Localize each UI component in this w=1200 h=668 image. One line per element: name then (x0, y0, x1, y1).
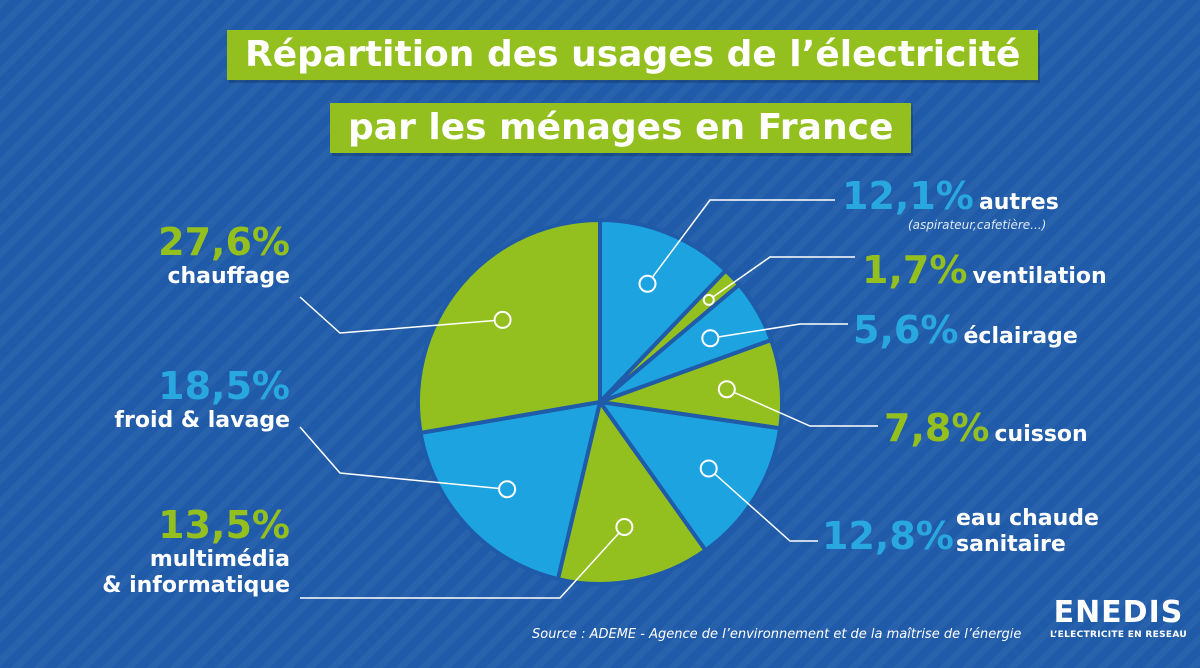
chart-title-line-1: Répartition des usages de l’électricité (227, 30, 1039, 80)
enedis-logo: ENEDIS L’ELECTRICITE EN RESEAU (1050, 598, 1187, 642)
slice-marker-chauffage (493, 310, 512, 329)
name-ventilation: ventilation (972, 264, 1107, 289)
pct-cuisson: 7,8% (884, 406, 990, 450)
pct-ventilation: 1,7% (862, 248, 968, 292)
slice-marker-multimedia (615, 518, 634, 536)
pie-slice-chauffage (416, 218, 602, 435)
slice-marker-autres (638, 274, 657, 293)
source-note: Source : ADEME - Agence de l’environneme… (532, 627, 1022, 642)
name-multimedia-line2: & informatique (102, 573, 290, 598)
label-eclairage: 5,6% éclairage (853, 310, 1078, 350)
chart-title-line-2: par les ménages en France (330, 103, 912, 153)
label-froid-lavage: 18,5% froid & lavage (114, 366, 290, 434)
pie-slice-autres (598, 218, 728, 404)
leader-line-autres (646, 199, 835, 285)
logo-name: ENEDIS (1053, 595, 1184, 630)
label-chauffage: 27,6% chauffage (158, 222, 290, 290)
label-autres: 12,1% autres (842, 176, 1059, 216)
label-ventilation: 1,7% ventilation (862, 250, 1107, 290)
logo-tagline: L’ELECTRICITE EN RESEAU (1050, 630, 1187, 640)
slice-marker-eau-chaude (699, 459, 718, 478)
name-cuisson: cuisson (994, 422, 1088, 447)
pct-multimedia: 13,5% (158, 503, 290, 547)
leader-line-froid-lavage (299, 426, 508, 490)
pie-slice-eau-chaude (598, 400, 783, 553)
leader-line-chauffage (299, 296, 503, 334)
leader-line-ventilation (708, 256, 855, 301)
pct-froid-lavage: 18,5% (158, 364, 290, 408)
pie-slices (416, 218, 784, 586)
name-eclairage: éclairage (963, 324, 1078, 349)
leader-line-eclairage (710, 323, 848, 340)
leader-line-multimedia (300, 526, 625, 599)
name-chauffage: chauffage (167, 264, 290, 289)
pie-slice-multimedia (555, 400, 708, 586)
label-cuisson: 7,8% cuisson (884, 408, 1088, 448)
label-multimedia: 13,5% multimédia & informatique (102, 505, 290, 599)
label-eau-chaude: eau chaude sanitaire (956, 506, 1099, 558)
slice-marker-ventilation (702, 293, 715, 306)
slice-marker-froid-lavage (498, 480, 517, 499)
pct-eclairage: 5,6% (853, 308, 959, 352)
leader-line-eau-chaude (708, 467, 818, 542)
name-autres: autres (978, 190, 1059, 215)
leader-line-cuisson (726, 388, 878, 427)
slice-marker-eclairage (701, 329, 720, 348)
name-eau-chaude-line2: sanitaire (956, 532, 1066, 557)
pct-chauffage: 27,6% (158, 220, 290, 264)
name-froid-lavage: froid & lavage (114, 408, 290, 433)
leader-lines (299, 199, 878, 599)
name-eau-chaude-line1: eau chaude (956, 506, 1099, 531)
pct-autres: 12,1% (842, 174, 974, 218)
sublabel-autres: (aspirateur,cafetière...) (908, 218, 1047, 232)
name-multimedia-line1: multimédia (149, 547, 290, 572)
pct-eau-chaude: 12,8% (822, 514, 954, 558)
slice-marker-cuisson (717, 380, 736, 399)
